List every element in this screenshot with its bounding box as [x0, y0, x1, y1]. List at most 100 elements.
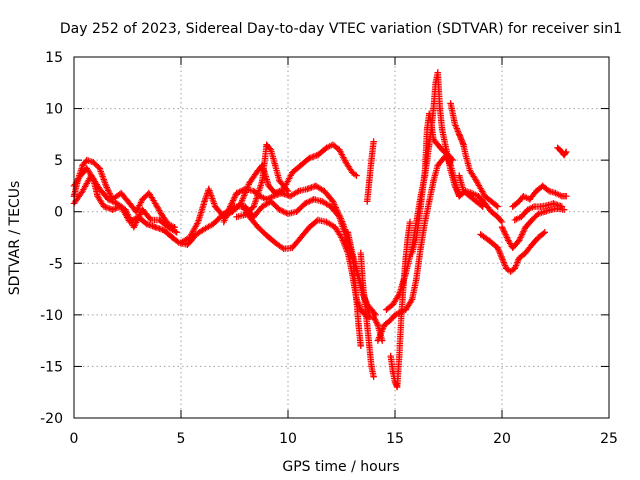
data-point — [488, 208, 495, 215]
data-point — [541, 229, 548, 236]
x-axis-label: GPS time / hours — [282, 459, 399, 475]
data-point — [276, 177, 283, 184]
chart-title: Day 252 of 2023, Sidereal Day-to-day VTE… — [60, 21, 622, 37]
data-point — [498, 224, 506, 231]
data-point — [184, 241, 191, 248]
data-point — [132, 208, 140, 215]
data-point — [329, 198, 337, 205]
data-point — [509, 244, 516, 251]
data-point — [117, 189, 125, 197]
data-point — [515, 254, 523, 262]
data-point — [295, 187, 302, 195]
y-tick-label: -10 — [40, 308, 63, 324]
data-point — [319, 198, 326, 205]
data-point — [434, 69, 441, 76]
y-tick-label: 10 — [45, 102, 63, 118]
data-point — [447, 167, 454, 174]
data-point — [259, 203, 266, 210]
data-point — [289, 244, 296, 251]
data-point — [550, 200, 557, 207]
data-point — [286, 193, 294, 200]
plot-frame — [73, 56, 610, 419]
data-point — [364, 322, 371, 329]
data-point — [539, 182, 546, 190]
series-track-11 — [364, 138, 377, 205]
data-point — [374, 337, 382, 344]
data-point — [353, 172, 360, 179]
data-point — [357, 342, 364, 349]
data-point — [336, 146, 343, 153]
data-point — [462, 151, 469, 159]
data-point — [272, 239, 279, 246]
data-point — [139, 196, 146, 203]
data-point — [338, 216, 345, 224]
data-point — [250, 187, 257, 195]
data-point — [488, 198, 495, 205]
x-tick-label: 20 — [493, 431, 511, 447]
data-point — [205, 185, 212, 193]
data-point — [515, 198, 523, 205]
data-point — [323, 218, 330, 226]
data-point — [537, 203, 544, 210]
data-point — [535, 234, 542, 241]
data-point — [342, 159, 349, 166]
data-point — [359, 280, 367, 288]
data-point — [353, 296, 360, 303]
data-point — [272, 189, 279, 197]
data-point — [458, 136, 465, 143]
data-point — [515, 237, 523, 244]
data-point — [387, 316, 394, 324]
data-point — [518, 213, 525, 221]
data-point — [374, 322, 382, 329]
data-point — [430, 105, 437, 112]
data-point — [381, 322, 388, 329]
data-point — [503, 265, 510, 272]
data-point — [494, 203, 501, 210]
data-point — [139, 206, 146, 213]
data-point — [177, 239, 185, 246]
data-point — [545, 187, 553, 195]
series-track-8 — [233, 141, 292, 221]
data-point — [242, 211, 249, 218]
data-point — [361, 301, 369, 308]
data-point — [494, 244, 501, 251]
data-point — [543, 202, 551, 209]
data-point — [426, 198, 433, 205]
data-point — [526, 196, 533, 203]
y-tick-label: -5 — [49, 256, 63, 272]
series-track-17 — [456, 172, 486, 210]
data-point — [563, 148, 570, 156]
data-point — [428, 120, 435, 128]
data-point — [83, 165, 90, 172]
series-track-9 — [344, 229, 364, 349]
data-point — [413, 234, 420, 241]
y-tick-label: -20 — [40, 411, 63, 427]
data-point — [201, 198, 208, 205]
data-point — [254, 224, 262, 231]
data-point — [263, 141, 270, 148]
data-point — [396, 291, 403, 298]
data-point — [87, 172, 95, 179]
x-tick-label: 15 — [386, 431, 404, 447]
data-point — [289, 169, 296, 176]
data-point — [368, 363, 375, 370]
data-point — [421, 167, 429, 174]
data-point — [280, 245, 287, 252]
data-point — [329, 141, 337, 148]
data-point — [194, 218, 202, 226]
data-point — [79, 162, 86, 169]
data-point — [522, 224, 529, 231]
data-point — [511, 216, 518, 224]
y-tick-label: 5 — [54, 153, 63, 169]
x-tick-label: 25 — [600, 431, 618, 447]
data-point — [263, 232, 270, 239]
data-point — [558, 203, 566, 210]
data-point — [246, 179, 253, 186]
data-point — [188, 234, 195, 241]
data-point — [436, 105, 444, 112]
data-point — [393, 383, 401, 391]
data-point — [160, 227, 168, 234]
data-point — [370, 138, 377, 145]
